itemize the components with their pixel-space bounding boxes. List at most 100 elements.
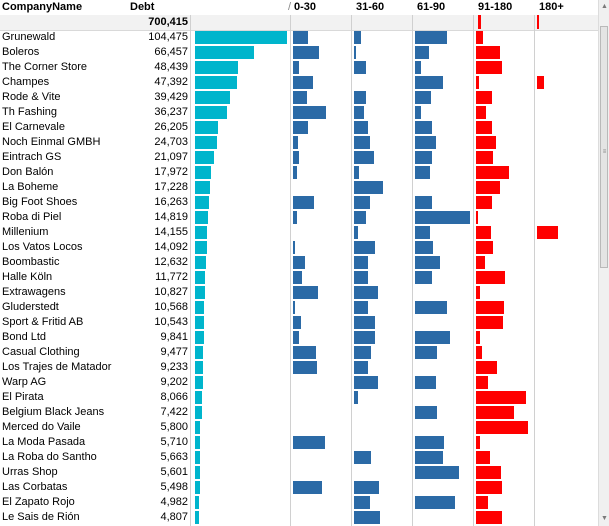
- company-name[interactable]: Los Vatos Locos: [2, 241, 83, 253]
- column-header-180-plus[interactable]: 180+: [539, 1, 564, 13]
- company-name[interactable]: Halle Köln: [2, 271, 53, 283]
- table-row[interactable]: Belgium Black Jeans 7,422: [0, 405, 598, 420]
- debt-bar: [195, 181, 210, 194]
- table-row[interactable]: Las Corbatas 5,498: [0, 480, 598, 495]
- company-name[interactable]: Roba di Piel: [2, 211, 62, 223]
- table-row[interactable]: Sport & Fritid AB 10,543: [0, 315, 598, 330]
- table-row[interactable]: Halle Köln 11,772: [0, 270, 598, 285]
- table-row[interactable]: Big Foot Shoes 16,263: [0, 195, 598, 210]
- debt-value: 14,092: [154, 241, 188, 253]
- aging-bar-b3: [415, 376, 436, 389]
- table-row[interactable]: Don Balón 17,972: [0, 165, 598, 180]
- company-name[interactable]: La Boheme: [2, 181, 59, 193]
- table-row[interactable]: El Zapato Rojo 4,982: [0, 495, 598, 510]
- column-header-61-90[interactable]: 61-90: [417, 1, 446, 13]
- company-name[interactable]: La Moda Pasada: [2, 436, 86, 448]
- aging-bar-b1: [293, 316, 301, 329]
- table-row[interactable]: Grunewald 104,475: [0, 30, 598, 45]
- column-header-91-180[interactable]: 91-180: [478, 1, 513, 13]
- table-row[interactable]: Noch Einmal GMBH 24,703: [0, 135, 598, 150]
- company-name[interactable]: Belgium Black Jeans: [2, 406, 105, 418]
- company-name[interactable]: El Pirata: [2, 391, 44, 403]
- company-name[interactable]: Th Fashing: [2, 106, 58, 118]
- table-row[interactable]: Urras Shop 5,601: [0, 465, 598, 480]
- company-name[interactable]: Bond Ltd: [2, 331, 47, 343]
- aging-bar-b2: [354, 361, 368, 374]
- debt-value: 10,827: [154, 286, 188, 298]
- company-name[interactable]: The Corner Store: [2, 61, 87, 73]
- column-header-31-60[interactable]: 31-60: [356, 1, 385, 13]
- table-row[interactable]: Millenium 14,155: [0, 225, 598, 240]
- arrow-down-icon[interactable]: ▼: [601, 515, 608, 522]
- table-row[interactable]: Bond Ltd 9,841: [0, 330, 598, 345]
- company-name[interactable]: Rode & Vite: [2, 91, 61, 103]
- table-row[interactable]: Los Trajes de Matador 9,233: [0, 360, 598, 375]
- table-row[interactable]: Le Sais de Rión 4,807: [0, 510, 598, 525]
- company-name[interactable]: Le Sais de Rión: [2, 511, 80, 523]
- column-header-0-30[interactable]: 0-30: [294, 1, 317, 13]
- aging-bar-b2: [354, 256, 368, 269]
- table-row[interactable]: La Boheme 17,228: [0, 180, 598, 195]
- company-name[interactable]: Extrawagens: [2, 286, 66, 298]
- debt-bar: [195, 271, 205, 284]
- company-name[interactable]: Warp AG: [2, 376, 47, 388]
- debt-value: 66,457: [154, 46, 188, 58]
- debt-bar: [195, 496, 199, 509]
- debt-value: 10,568: [154, 301, 188, 313]
- company-name[interactable]: Boombastic: [2, 256, 60, 268]
- company-name[interactable]: El Carnevale: [2, 121, 65, 133]
- table-row[interactable]: Roba di Piel 14,819: [0, 210, 598, 225]
- table-row[interactable]: Rode & Vite 39,429: [0, 90, 598, 105]
- table-row[interactable]: El Pirata 8,066: [0, 390, 598, 405]
- debt-value: 5,710: [160, 436, 188, 448]
- company-name[interactable]: Grunewald: [2, 31, 56, 43]
- company-name[interactable]: Don Balón: [2, 166, 54, 178]
- aging-bar-b4: [476, 361, 497, 374]
- column-header-company[interactable]: CompanyName: [2, 1, 83, 13]
- company-name[interactable]: Big Foot Shoes: [2, 196, 78, 208]
- aging-bar-b2: [354, 331, 375, 344]
- company-name[interactable]: Boleros: [2, 46, 40, 58]
- aging-bar-b1: [293, 106, 326, 119]
- company-name[interactable]: Los Trajes de Matador: [2, 361, 112, 373]
- aging-bar-b1: [293, 136, 298, 149]
- company-name[interactable]: La Roba do Santho: [2, 451, 97, 463]
- table-row[interactable]: Th Fashing 36,237: [0, 105, 598, 120]
- table-row[interactable]: Gluderstedt 10,568: [0, 300, 598, 315]
- aging-bar-b4: [476, 256, 485, 269]
- vertical-scrollbar[interactable]: ▲ ≡ ▼: [598, 0, 609, 526]
- aging-bar-b2: [354, 121, 368, 134]
- company-name[interactable]: Urras Shop: [2, 466, 58, 478]
- table-row[interactable]: Los Vatos Locos 14,092: [0, 240, 598, 255]
- company-name[interactable]: Eintrach GS: [2, 151, 62, 163]
- table-row[interactable]: Warp AG 9,202: [0, 375, 598, 390]
- aging-bar-b4: [476, 196, 492, 209]
- table-row[interactable]: Extrawagens 10,827: [0, 285, 598, 300]
- company-name[interactable]: Champes: [2, 76, 50, 88]
- company-name[interactable]: Casual Clothing: [2, 346, 80, 358]
- table-row[interactable]: La Roba do Santho 5,663: [0, 450, 598, 465]
- company-name[interactable]: Merced do Vaile: [2, 421, 81, 433]
- table-row[interactable]: Champes 47,392: [0, 75, 598, 90]
- table-row[interactable]: Casual Clothing 9,477: [0, 345, 598, 360]
- table-row[interactable]: La Moda Pasada 5,710: [0, 435, 598, 450]
- table-row[interactable]: Boombastic 12,632: [0, 255, 598, 270]
- company-name[interactable]: Las Corbatas: [2, 481, 68, 493]
- table-row[interactable]: Boleros 66,457: [0, 45, 598, 60]
- table-row[interactable]: Merced do Vaile 5,800: [0, 420, 598, 435]
- column-header-debt[interactable]: Debt: [130, 1, 155, 13]
- aging-bar-b3: [415, 121, 432, 134]
- table-row[interactable]: Eintrach GS 21,097: [0, 150, 598, 165]
- company-name[interactable]: Sport & Fritid AB: [2, 316, 84, 328]
- company-name[interactable]: El Zapato Rojo: [2, 496, 75, 508]
- debt-value: 48,439: [154, 61, 188, 73]
- company-name[interactable]: Gluderstedt: [2, 301, 59, 313]
- company-name[interactable]: Noch Einmal GMBH: [2, 136, 101, 148]
- aging-bar-b4: [476, 271, 505, 284]
- table-row[interactable]: The Corner Store 48,439: [0, 60, 598, 75]
- arrow-up-icon[interactable]: ▲: [601, 3, 608, 10]
- company-name[interactable]: Millenium: [2, 226, 49, 238]
- table-row[interactable]: El Carnevale 26,205: [0, 120, 598, 135]
- scrollbar-thumb[interactable]: [600, 26, 608, 268]
- debt-bar: [195, 211, 208, 224]
